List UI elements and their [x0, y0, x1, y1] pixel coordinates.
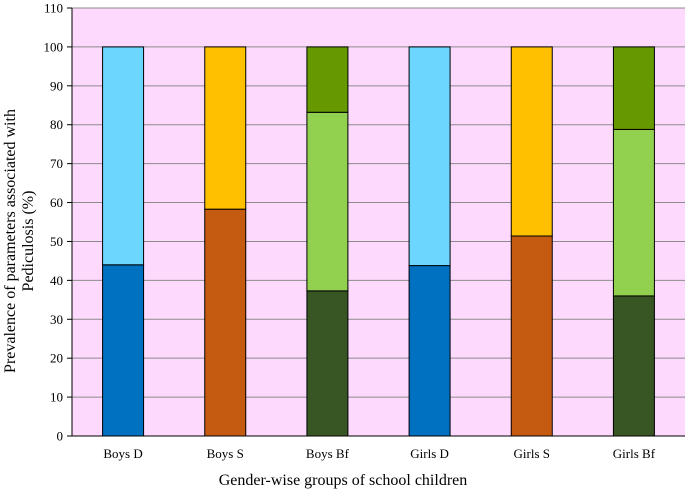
x-tick-label: Girls D	[410, 446, 449, 461]
y-tick-label: 50	[50, 234, 63, 249]
bar-segment	[408, 46, 451, 267]
bar-segment	[408, 265, 451, 437]
y-tick-label: 20	[50, 351, 63, 366]
y-tick-label: 110	[44, 1, 63, 16]
gridlines	[72, 7, 685, 398]
bar-segment	[306, 290, 349, 437]
y-tick-label: 10	[50, 390, 63, 405]
bar-segment	[204, 46, 247, 210]
bar-segment	[204, 208, 247, 437]
bar-segment	[612, 128, 655, 297]
axes	[71, 8, 685, 437]
bar-segment	[510, 235, 553, 437]
y-tick-label: 70	[50, 156, 63, 171]
bar-segment	[612, 46, 655, 130]
bar-segment	[306, 46, 349, 113]
plot-area	[72, 8, 685, 436]
bar-segment	[102, 46, 145, 266]
y-tick-label: 30	[50, 312, 63, 327]
x-tick-label: Girls Bf	[613, 446, 656, 461]
x-axis-title: Gender-wise groups of school children	[219, 472, 468, 489]
y-axis-title-line-1: Prevalence of parameters associated with	[2, 109, 19, 373]
bar-stack	[510, 46, 553, 437]
bar-stack	[204, 46, 247, 437]
bar-stack	[612, 46, 655, 437]
y-tick-label: 80	[50, 117, 63, 132]
bar-segment	[510, 46, 553, 237]
x-tick-label: Boys S	[207, 446, 244, 461]
bar-segment	[612, 295, 655, 437]
bar-segment	[102, 264, 145, 437]
y-tick-label: 0	[57, 429, 64, 444]
bar-stack	[306, 46, 349, 437]
y-tick-label: 60	[50, 195, 63, 210]
y-tick-labels: 0 10 20 30 40 50 60 70 80 90 100 110	[44, 1, 72, 444]
y-tick-label: 100	[44, 39, 64, 54]
y-tick-label: 40	[50, 273, 63, 288]
bars	[102, 46, 655, 437]
x-tick-label: Girls S	[514, 446, 550, 461]
x-tick-labels: Boys D Boys S Boys Bf Girls D Girls S Girls B…	[103, 446, 655, 461]
bar-stack	[102, 46, 145, 437]
y-axis-title-line-2: Pediculosis (%)	[20, 191, 37, 292]
bar-segment	[306, 111, 349, 292]
y-tick-label: 90	[50, 78, 63, 93]
bar-stack	[408, 46, 451, 437]
x-tick-label: Boys Bf	[306, 446, 350, 461]
x-tick-label: Boys D	[103, 446, 142, 461]
